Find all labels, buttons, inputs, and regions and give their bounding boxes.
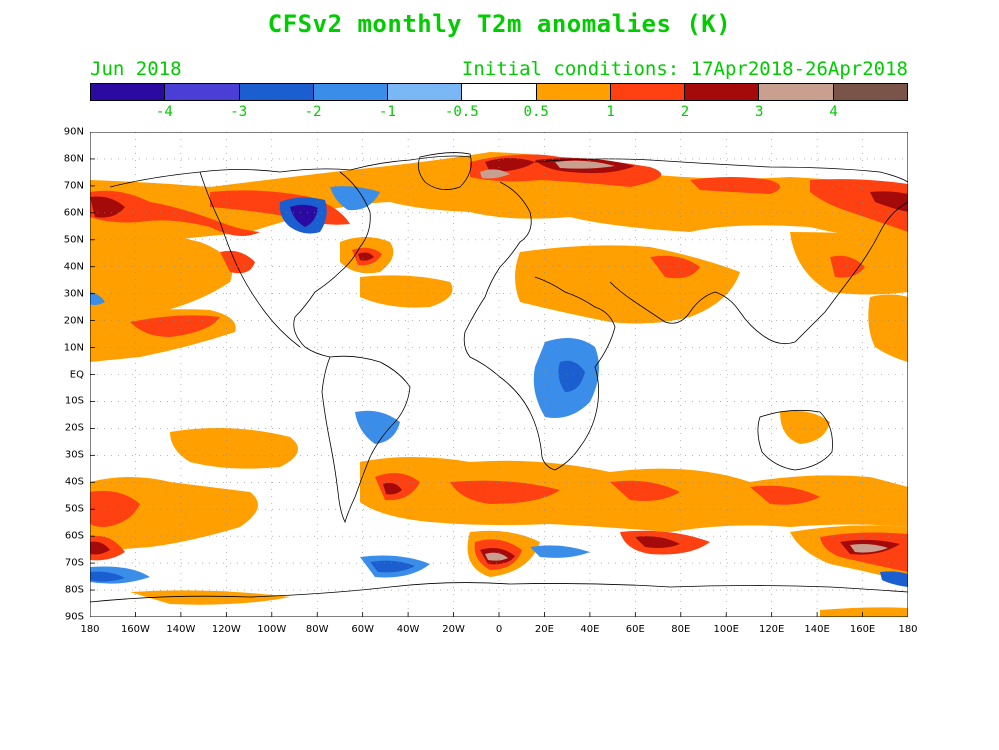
longitude-tick-label: 100E xyxy=(713,624,739,635)
latitude-tick-label: 60S xyxy=(64,530,84,542)
longitude-tick-label: 20E xyxy=(534,624,554,635)
longitude-tick-label: 40E xyxy=(580,624,600,635)
legend-swatch xyxy=(388,84,463,100)
latitude-tick-label: 60N xyxy=(63,207,84,219)
latitude-tick-label: 90S xyxy=(64,611,84,623)
latitude-tick-label: 20N xyxy=(63,315,84,327)
legend-tick-label: -1 xyxy=(379,104,396,120)
legend-swatch xyxy=(536,84,611,100)
longitude-tick-label: 60W xyxy=(351,624,374,635)
color-legend xyxy=(90,83,908,101)
longitude-tick-label: 60E xyxy=(625,624,645,635)
longitude-tick-label: 180 xyxy=(80,624,100,635)
legend-swatch xyxy=(165,84,240,100)
legend-swatch xyxy=(610,84,686,100)
latitude-tick-label: 20S xyxy=(64,422,84,434)
latitude-tick-label: 70N xyxy=(63,180,84,192)
legend-swatch xyxy=(685,84,760,100)
legend-tick-label: -0.5 xyxy=(444,104,479,120)
legend-tick-label: 0.5 xyxy=(523,104,549,120)
longitude-tick-label: 140E xyxy=(804,624,830,635)
legend-swatch xyxy=(313,84,389,100)
longitude-tick-label: 120E xyxy=(758,624,785,635)
legend-tick-label: 4 xyxy=(829,104,838,120)
legend-tick-label: 1 xyxy=(606,104,615,120)
longitude-tick-label: 80W xyxy=(305,624,329,635)
legend-swatch xyxy=(239,84,314,100)
lat-lon-grid xyxy=(90,132,908,617)
longitude-tick-label: 80E xyxy=(671,624,691,635)
longitude-tick-label: 160E xyxy=(849,624,876,635)
legend-tick-label: -4 xyxy=(155,104,173,120)
map-title: CFSv2 monthly T2m anomalies (K) xyxy=(267,10,732,38)
latitude-tick-label: 40S xyxy=(64,476,84,488)
legend-tick-label: 2 xyxy=(680,104,690,120)
longitude-tick-label: 160W xyxy=(120,624,150,635)
latitude-tick-label: 40N xyxy=(63,261,84,273)
latitude-tick-label: EQ xyxy=(69,369,84,380)
longitude-tick-label: 20W xyxy=(442,624,465,635)
longitude-tick-label: 100W xyxy=(257,624,287,635)
legend-swatch xyxy=(91,84,166,100)
latitude-tick-label: 70S xyxy=(64,557,84,569)
latitude-tick-label: 90N xyxy=(63,126,84,138)
forecast-month: Jun 2018 xyxy=(90,58,182,80)
longitude-tick-label: 140W xyxy=(166,624,196,635)
longitude-tick-label: 0 xyxy=(495,624,503,635)
latitude-tick-label: 50N xyxy=(63,234,84,246)
legend-tick-label: 3 xyxy=(755,104,764,120)
latitude-tick-label: 10S xyxy=(64,395,84,407)
latitude-tick-label: 50S xyxy=(64,503,84,515)
longitude-tick-label: 180 xyxy=(898,624,918,635)
legend-tick-label: -3 xyxy=(230,104,248,120)
longitude-tick-label: 120W xyxy=(211,624,241,635)
anomaly-shading xyxy=(90,152,908,617)
anomaly-map xyxy=(90,132,908,617)
latitude-tick-label: 30S xyxy=(64,449,84,461)
legend-swatch xyxy=(759,84,834,100)
latitude-tick-label: 10N xyxy=(63,342,84,354)
longitude-tick-label: 40W xyxy=(396,624,420,635)
initial-conditions: Initial conditions: 17Apr2018-26Apr2018 xyxy=(461,58,908,80)
latitude-tick-label: 80N xyxy=(63,153,84,165)
legend-swatch xyxy=(833,84,907,100)
legend-swatch xyxy=(462,84,537,100)
latitude-tick-label: 80S xyxy=(64,584,84,596)
latitude-tick-label: 30N xyxy=(63,288,84,300)
legend-tick-label: -2 xyxy=(304,104,322,120)
